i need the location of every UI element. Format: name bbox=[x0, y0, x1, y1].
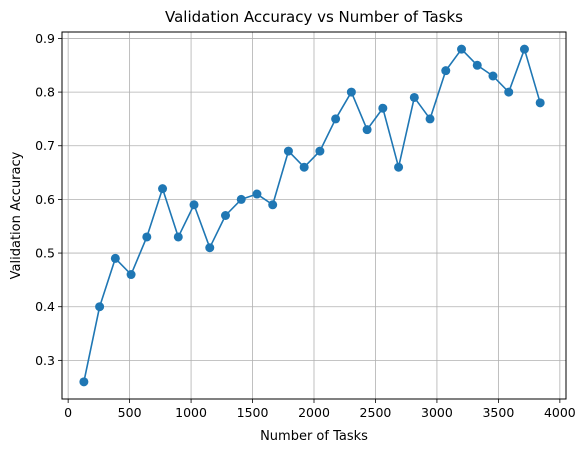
x-tick-label: 4000 bbox=[544, 405, 576, 420]
data-point bbox=[205, 243, 215, 253]
data-point bbox=[268, 200, 278, 210]
data-point bbox=[362, 125, 372, 135]
data-point bbox=[220, 211, 230, 220]
x-axis-label: Number of Tasks bbox=[260, 429, 368, 444]
data-point bbox=[488, 71, 498, 81]
data-point bbox=[472, 60, 482, 70]
data-point bbox=[378, 103, 388, 113]
y-tick-label: 0.7 bbox=[35, 138, 55, 153]
x-tick-label: 1000 bbox=[175, 405, 207, 420]
data-point bbox=[252, 189, 262, 199]
data-point bbox=[504, 87, 514, 97]
y-axis-ticks: 0.3 0.4 0.5 0.6 0.7 0.8 0.9 bbox=[35, 31, 62, 368]
data-point bbox=[535, 98, 545, 108]
data-point bbox=[315, 146, 325, 156]
data-point bbox=[79, 377, 89, 387]
x-axis-ticks: 0 500 1000 1500 2000 2500 3000 3500 4000 bbox=[64, 399, 576, 420]
data-point bbox=[394, 162, 404, 172]
data-point bbox=[173, 232, 183, 242]
series-group bbox=[79, 44, 545, 387]
data-point bbox=[457, 44, 467, 54]
x-tick-label: 1500 bbox=[237, 405, 269, 420]
data-point bbox=[441, 66, 451, 76]
x-tick-label: 500 bbox=[118, 405, 142, 420]
data-point bbox=[331, 114, 341, 124]
y-tick-label: 0.6 bbox=[35, 192, 55, 207]
y-axis-label: Validation Accuracy bbox=[9, 151, 24, 279]
data-point bbox=[299, 162, 309, 172]
data-point bbox=[110, 253, 120, 263]
data-point bbox=[236, 194, 246, 204]
grid-lines bbox=[62, 32, 566, 399]
data-point bbox=[283, 146, 293, 156]
data-point bbox=[519, 44, 529, 54]
x-tick-label: 3000 bbox=[421, 405, 453, 420]
data-point bbox=[409, 92, 419, 102]
y-tick-label: 0.5 bbox=[35, 246, 55, 261]
series-line bbox=[83, 48, 541, 382]
data-point bbox=[189, 200, 199, 210]
data-point bbox=[425, 114, 435, 124]
data-point bbox=[158, 184, 168, 194]
y-tick-label: 0.8 bbox=[35, 85, 55, 100]
data-point bbox=[142, 232, 152, 242]
data-point bbox=[346, 87, 356, 97]
x-tick-label: 2500 bbox=[360, 405, 392, 420]
y-tick-label: 0.3 bbox=[35, 353, 55, 368]
x-tick-label: 2000 bbox=[298, 405, 330, 420]
x-tick-label: 0 bbox=[64, 405, 72, 420]
y-tick-label: 0.9 bbox=[35, 31, 55, 46]
x-tick-label: 3500 bbox=[482, 405, 514, 420]
data-point bbox=[95, 302, 105, 312]
chart-title: Validation Accuracy vs Number of Tasks bbox=[165, 8, 463, 26]
data-point bbox=[126, 270, 136, 280]
y-tick-label: 0.4 bbox=[35, 299, 55, 314]
